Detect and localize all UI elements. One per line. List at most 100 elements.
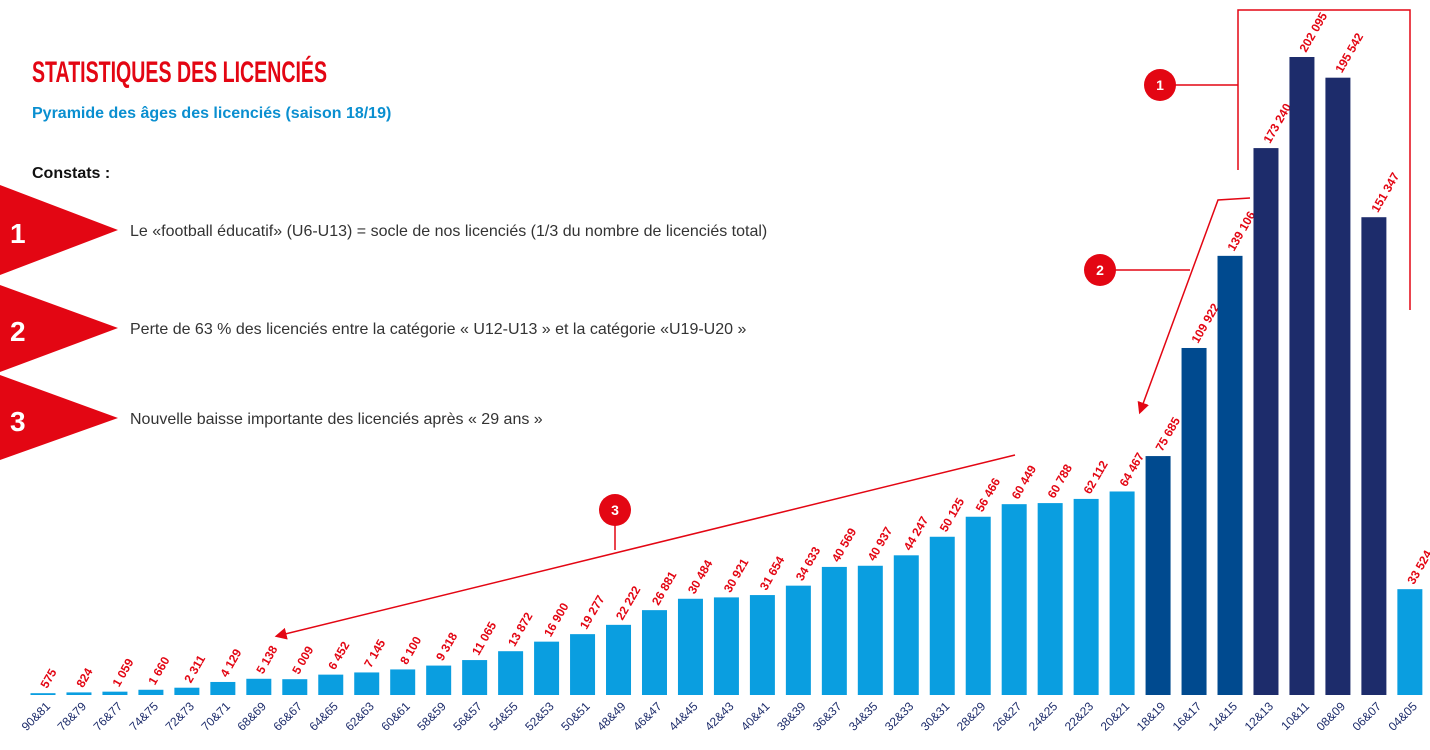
bar: [606, 624, 632, 695]
callout-number: 1: [1156, 77, 1164, 93]
bullet: [0, 375, 118, 460]
x-tick-label: 54&55: [486, 699, 521, 734]
bar: [102, 691, 128, 695]
bar: [354, 672, 380, 695]
bracket: [1237, 9, 1411, 310]
x-tick-label: 58&59: [414, 699, 449, 734]
bar: [893, 555, 919, 695]
x-tick-label: 12&13: [1242, 699, 1277, 734]
bullet: [0, 185, 118, 275]
bar: [318, 674, 344, 695]
value-label: 75 685: [1153, 414, 1184, 453]
callout: [1144, 69, 1176, 101]
x-tick-label: 70&71: [199, 699, 234, 734]
x-tick-label: 64&65: [306, 699, 341, 734]
bar: [246, 678, 272, 695]
bar: [749, 595, 775, 695]
bar: [965, 516, 991, 695]
x-tick-label: 10&11: [1278, 699, 1312, 733]
value-label: 60 449: [1009, 463, 1040, 502]
x-tick-label: 44&45: [666, 699, 701, 734]
value-label: 31 654: [757, 554, 788, 593]
x-tick-label: 66&67: [270, 699, 305, 734]
constat-text: Le «football éducatif» (U6-U13) = socle …: [130, 223, 767, 240]
bar: [1253, 148, 1279, 695]
value-label: 56 466: [973, 475, 1004, 514]
bar: [1109, 491, 1135, 695]
bar: [138, 689, 164, 695]
bar: [1145, 456, 1171, 695]
x-tick-label: 52&53: [522, 699, 557, 734]
bar: [929, 536, 955, 695]
chart-title: STATISTIQUES DES LICENCIÉS: [32, 55, 327, 89]
x-tick-label: 90&81: [19, 699, 54, 734]
bullet-number: 2: [10, 316, 26, 347]
bullet: [0, 285, 118, 372]
bar: [713, 597, 739, 695]
x-tick-label: 18&19: [1134, 699, 1169, 734]
value-label: 44 247: [901, 514, 932, 553]
bullet-number: 1: [10, 218, 26, 249]
x-tick-label: 78&79: [55, 699, 90, 734]
x-tick-label: 30&31: [918, 699, 953, 734]
value-label: 2 311: [181, 652, 208, 685]
bar: [1397, 589, 1423, 695]
value-label: 64 467: [1117, 450, 1148, 489]
bar: [570, 634, 596, 695]
value-label: 60 788: [1045, 462, 1076, 501]
value-label: 13 872: [505, 610, 536, 649]
x-tick-label: 34&35: [846, 699, 881, 734]
x-tick-label: 06&07: [1350, 699, 1385, 734]
bar: [1289, 57, 1315, 695]
value-label: 139 106: [1224, 209, 1258, 254]
value-label: 19 277: [577, 593, 608, 632]
value-label: 34 633: [793, 544, 824, 583]
x-tick-label: 22&23: [1062, 699, 1097, 734]
value-label: 9 318: [433, 630, 460, 663]
value-label: 40 569: [829, 525, 860, 564]
x-tick-label: 60&61: [378, 699, 413, 734]
value-label: 151 347: [1368, 170, 1402, 215]
bar: [30, 693, 56, 695]
bar: [1217, 255, 1243, 695]
x-tick-label: 20&21: [1098, 699, 1133, 734]
value-label: 26 881: [649, 569, 680, 608]
x-tick-label: 42&43: [702, 699, 737, 734]
value-label: 62 112: [1081, 458, 1111, 496]
bar: [857, 565, 883, 695]
value-label: 5 009: [289, 643, 316, 676]
value-label: 4 129: [217, 646, 244, 679]
bar: [66, 692, 92, 695]
value-label: 1 660: [145, 654, 172, 687]
x-tick-label: 68&69: [235, 699, 270, 734]
x-tick-label: 72&73: [163, 699, 198, 734]
x-tick-label: 14&15: [1206, 699, 1241, 734]
bar: [785, 585, 811, 695]
x-tick-label: 76&77: [91, 699, 126, 734]
x-tick-label: 74&75: [127, 699, 162, 734]
x-tick-label: 62&63: [342, 699, 377, 734]
value-label: 195 542: [1332, 30, 1366, 75]
x-tick-label: 48&49: [594, 699, 629, 734]
bar: [534, 641, 560, 695]
value-label: 50 125: [937, 495, 968, 534]
bar: [210, 681, 236, 695]
bullet-number: 3: [10, 406, 26, 437]
value-label: 173 240: [1260, 101, 1294, 146]
value-label: 22 222: [613, 583, 644, 622]
x-tick-label: 28&29: [954, 699, 989, 734]
subtitle: Pyramide des âges des licenciés (saison …: [32, 105, 391, 122]
callout: [599, 494, 631, 526]
bar: [282, 679, 308, 695]
value-label: 202 095: [1296, 10, 1330, 55]
constat-text: Perte de 63 % des licenciés entre la cat…: [130, 321, 746, 338]
bar: [1037, 503, 1063, 695]
bar: [677, 598, 703, 695]
constat-text: Nouvelle baisse importante des licenciés…: [130, 411, 543, 428]
value-label: 5 138: [253, 643, 280, 676]
callout-number: 2: [1096, 262, 1104, 278]
value-label: 40 937: [865, 524, 896, 563]
bracket: [1137, 197, 1251, 415]
callout: [1084, 254, 1116, 286]
